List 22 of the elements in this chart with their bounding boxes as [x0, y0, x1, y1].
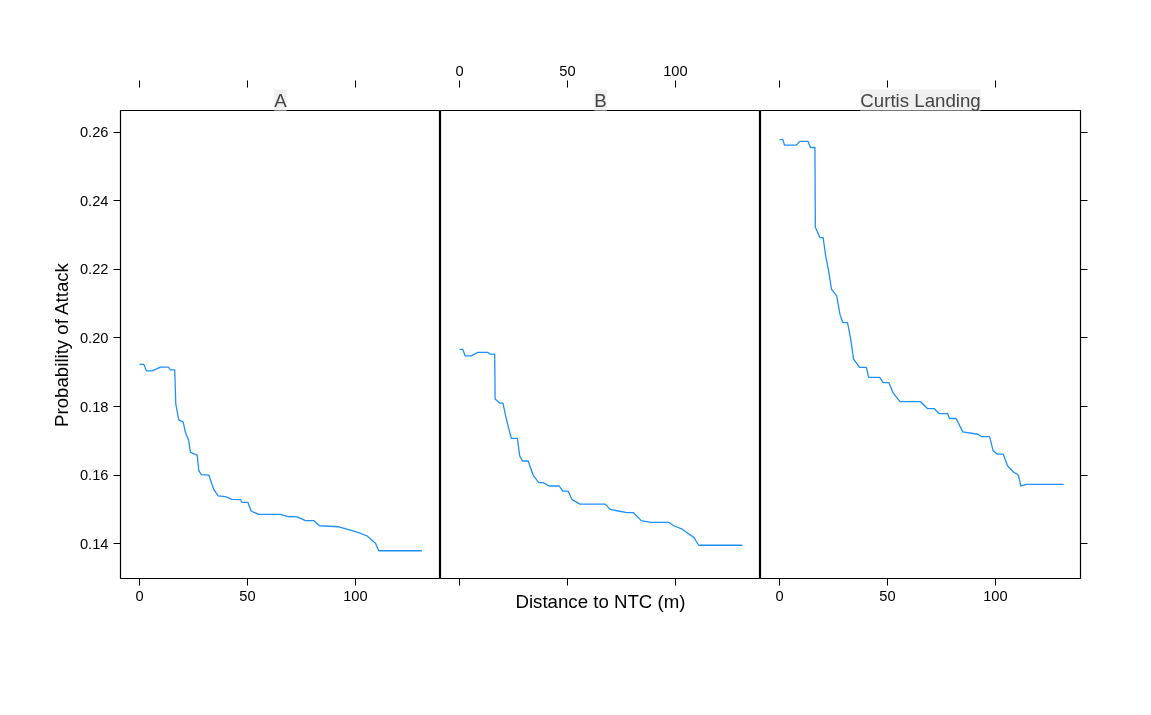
y-tick-label: 0.22	[79, 261, 109, 278]
x-axis-title: Distance to NTC (m)	[515, 590, 686, 612]
x2-tick-label: 0	[455, 62, 464, 79]
y-tick-label: 0.16	[79, 467, 109, 484]
y-axis-title: Probability of Attack	[50, 262, 72, 427]
y-tick-label: 0.18	[79, 398, 109, 415]
chart-title: B	[594, 89, 607, 111]
y-tick-label: 0.24	[79, 192, 109, 209]
chart-title: A	[274, 89, 288, 111]
x-tick-label: 100	[983, 587, 1008, 604]
y-tick-label: 0.14	[79, 535, 109, 552]
chart-title: Curtis Landing	[860, 89, 981, 111]
x-tick-label: 0	[135, 587, 144, 604]
y-tick-label: 0.26	[79, 124, 109, 141]
x2-tick-label: 50	[559, 62, 576, 79]
x2-tick-label: 100	[663, 62, 688, 79]
y-tick-label: 0.20	[79, 329, 109, 346]
x-tick-label: 50	[879, 587, 896, 604]
line-series	[138, 363, 423, 552]
x-tick-label: 100	[343, 587, 368, 604]
x-tick-label: 0	[775, 587, 784, 604]
x-tick-label: 50	[239, 587, 256, 604]
